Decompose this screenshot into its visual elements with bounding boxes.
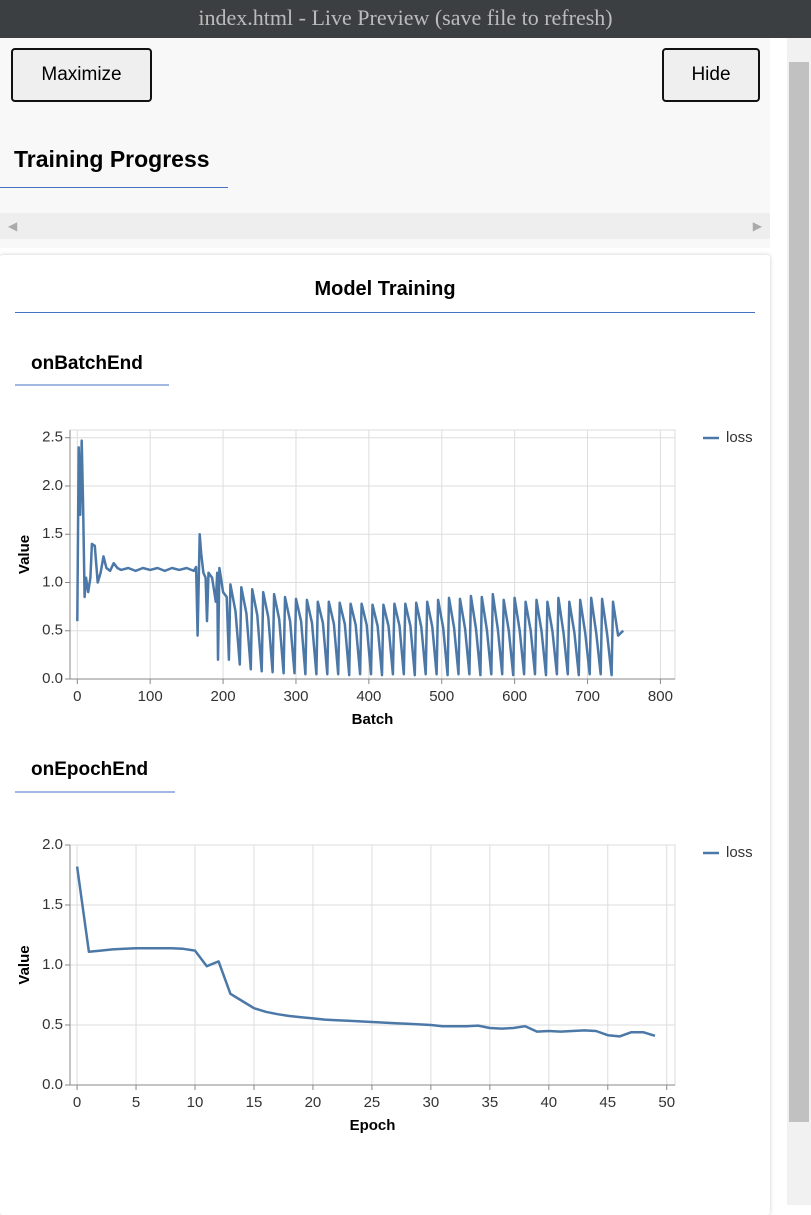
x-tick-label: 500 — [429, 688, 454, 705]
x-tick-label: 30 — [423, 1094, 440, 1111]
x-tick-label: 700 — [575, 688, 600, 705]
title-bar: index.html - Live Preview (save file to … — [0, 0, 811, 38]
y-tick-label: 1.0 — [42, 956, 63, 973]
line — [76, 439, 625, 677]
x-axis-label: Epoch — [350, 1117, 396, 1134]
x-tick-label: 50 — [658, 1094, 675, 1111]
y-tick-label: 2.5 — [42, 429, 63, 446]
chart-title: onBatchEnd — [31, 353, 143, 374]
x-tick-label: 100 — [138, 688, 163, 705]
y-tick-label: 1.0 — [42, 573, 63, 590]
y-tick-label: 0.5 — [42, 1016, 63, 1033]
y-tick-label: 1.5 — [42, 525, 63, 542]
y-axis-label: Value — [16, 535, 33, 574]
x-tick-label: 40 — [540, 1094, 557, 1111]
underline — [0, 187, 228, 188]
y-tick-label: 1.5 — [42, 896, 63, 913]
x-tick-label: 0 — [73, 1094, 81, 1111]
x-tick-label: 25 — [364, 1094, 381, 1111]
x-tick-label: 800 — [648, 688, 673, 705]
visor-title: Training Progress — [14, 146, 210, 172]
legend-label: loss — [726, 429, 753, 446]
chart-title: onEpochEnd — [31, 759, 148, 780]
surface-title: Model Training — [314, 278, 456, 300]
scrollbar-thumb[interactable] — [789, 62, 809, 1122]
title-bar-text: index.html - Live Preview (save file to … — [198, 5, 613, 30]
y-axis-label: Value — [16, 945, 33, 984]
x-tick-label: 5 — [132, 1094, 140, 1111]
x-tick-label: 0 — [73, 688, 81, 705]
x-tick-label: 600 — [502, 688, 527, 705]
tab-strip[interactable]: ◀ ▶ — [0, 213, 770, 239]
x-tick-label: 15 — [246, 1094, 263, 1111]
x-tick-label: 300 — [283, 688, 308, 705]
underline — [15, 312, 755, 313]
maximize-button[interactable]: Maximize — [11, 48, 152, 102]
line — [75, 866, 656, 1038]
x-tick-label: 10 — [187, 1094, 204, 1111]
x-tick-label: 200 — [211, 688, 236, 705]
y-tick-label: 2.0 — [42, 836, 63, 853]
surface — [0, 255, 770, 1215]
x-tick-label: 35 — [482, 1094, 499, 1111]
x-tick-label: 20 — [305, 1094, 322, 1111]
hide-button[interactable]: Hide — [662, 48, 760, 102]
y-tick-label: 0.0 — [42, 1076, 63, 1093]
x-axis-label: Batch — [352, 711, 394, 728]
y-tick-label: 0.0 — [42, 670, 63, 687]
y-tick-label: 2.0 — [42, 477, 63, 494]
y-tick-label: 0.5 — [42, 622, 63, 639]
legend-label: loss — [726, 844, 753, 861]
x-tick-label: 400 — [356, 688, 381, 705]
x-tick-label: 45 — [599, 1094, 616, 1111]
